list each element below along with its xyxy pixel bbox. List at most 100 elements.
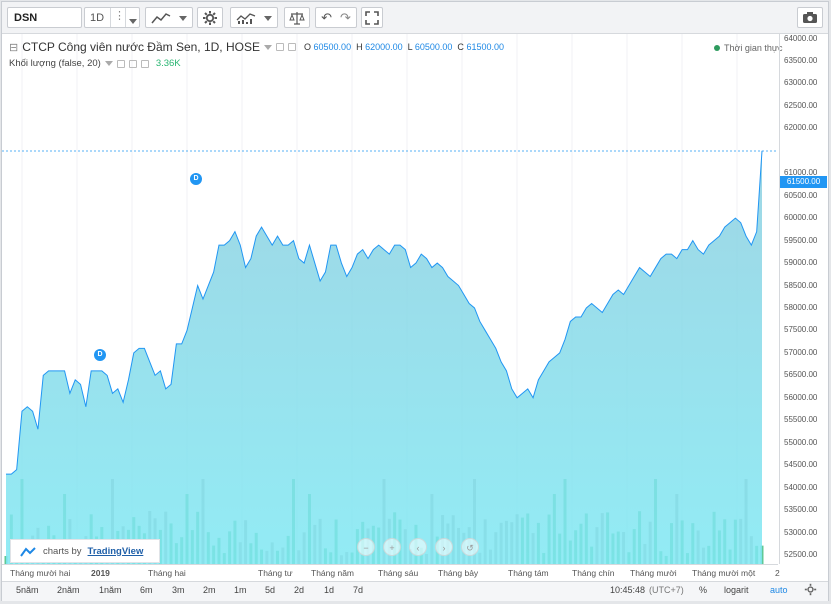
indicators-button[interactable] — [230, 7, 278, 28]
chart-style-button[interactable] — [145, 7, 193, 28]
price-scale[interactable]: 61500.00 64000.00 63500.00 63000.00 62500.0… — [779, 34, 829, 564]
price-line — [6, 150, 763, 475]
price-tick-label: 54500.00 — [784, 460, 818, 470]
volume-value: 3.36K — [155, 58, 181, 69]
interval-value: 1D — [90, 11, 105, 24]
range-button-5d[interactable]: 5d — [265, 585, 276, 595]
last-price-badge: 61500.00 — [780, 176, 827, 188]
collapse-icon[interactable]: ⊟ — [9, 41, 19, 54]
price-tick-label: 62500.00 — [784, 100, 818, 110]
top-toolbar: DSN 1D ⋮ ↶ ↷ — [2, 2, 828, 34]
price-tick-label: 63500.00 — [784, 55, 818, 65]
auto-toggle[interactable]: auto — [770, 585, 788, 595]
price-tick-label: 59000.00 — [784, 258, 818, 268]
price-tick-label: 63000.00 — [784, 78, 818, 88]
close-value: 61500.00 — [466, 42, 504, 52]
compare-button[interactable] — [284, 7, 310, 28]
ohlc-values: O 60500.00 H 62000.00 L 60500.00 C 61500… — [304, 42, 504, 52]
undo-icon[interactable]: ↶ — [321, 9, 332, 25]
indicators-icon — [236, 12, 256, 24]
price-tick-label: 57500.00 — [784, 325, 818, 335]
range-button-1d[interactable]: 1d — [324, 585, 335, 595]
eye-icon[interactable] — [276, 43, 284, 51]
price-tick-label: 59500.00 — [784, 235, 818, 245]
price-area-fill — [6, 150, 762, 564]
redo-icon[interactable]: ↷ — [340, 9, 351, 25]
volume-legend: Khối lượng (false, 20) 3.36K — [9, 58, 181, 69]
chevron-down-icon — [179, 12, 187, 24]
dividend-event-marker[interactable]: D — [94, 349, 106, 361]
price-tick-label: 60500.00 — [784, 190, 818, 200]
timezone-label[interactable]: (UTC+7) — [649, 585, 684, 595]
dividend-event-marker[interactable]: D — [190, 173, 202, 185]
interval-dropdown-caret-icon[interactable] — [129, 15, 137, 27]
gear-icon[interactable] — [804, 583, 817, 599]
time-tick-label: Tháng mười hai — [10, 568, 71, 578]
time-tick-label: Tháng năm — [311, 568, 354, 578]
chart-pane[interactable] — [2, 34, 778, 564]
settings-mini-icon[interactable] — [128, 59, 137, 68]
more-dots-icon[interactable]: ⋮ — [114, 10, 125, 22]
scroll-left-icon[interactable]: ‹ — [409, 538, 427, 556]
range-button-5năm[interactable]: 5năm — [16, 585, 39, 595]
clock-time: 10:45:48 — [610, 585, 646, 595]
zoom-in-icon[interactable]: + — [383, 538, 401, 556]
realtime-label: Thời gian thực — [724, 43, 783, 53]
zoom-out-icon[interactable]: − — [357, 538, 375, 556]
snapshot-button[interactable] — [797, 7, 823, 28]
eye-icon[interactable] — [116, 59, 125, 68]
range-button-7d[interactable]: 7d — [353, 585, 364, 595]
realtime-indicator: Thời gian thực — [714, 43, 782, 53]
time-scale[interactable]: Tháng mười hai 2019 Tháng hai Tháng tư Tháng… — [2, 564, 780, 581]
range-button-3m[interactable]: 3m — [172, 585, 185, 595]
price-tick-label: 53500.00 — [784, 505, 818, 515]
price-tick-label: 55000.00 — [784, 437, 818, 447]
range-button-6m[interactable]: 6m — [140, 585, 153, 595]
time-tick-label: Tháng mười — [630, 568, 677, 578]
percent-toggle[interactable]: % — [699, 585, 708, 595]
high-value: 62000.00 — [365, 42, 403, 52]
price-tick-label: 52500.00 — [784, 550, 818, 560]
gear-icon — [203, 10, 217, 25]
range-button-2d[interactable]: 2d — [294, 585, 305, 595]
price-tick-label: 58000.00 — [784, 302, 818, 312]
scales-icon — [289, 11, 305, 25]
time-tick-label: Tháng bảy — [438, 568, 479, 578]
price-tick-label: 62000.00 — [784, 123, 818, 133]
open-value: 60500.00 — [313, 42, 352, 52]
range-button-1năm[interactable]: 1năm — [99, 585, 122, 595]
symbol-search-input[interactable]: DSN — [7, 7, 82, 28]
close-icon[interactable] — [140, 59, 149, 68]
time-tick-label: Tháng chín — [572, 568, 615, 578]
fullscreen-icon — [365, 10, 379, 25]
price-tick-label: 57000.00 — [784, 347, 818, 357]
price-tick-label: 64000.00 — [784, 33, 818, 43]
watermark-prefix: charts by — [43, 545, 82, 557]
chevron-down-icon[interactable] — [104, 61, 113, 66]
chevron-down-icon[interactable] — [264, 44, 272, 50]
time-tick-label: Tháng mười một — [692, 568, 756, 578]
time-tick-label: 2 — [775, 568, 780, 578]
series-legend: ⊟ CTCP Công viên nước Đầm Sen, 1D, HOSE … — [9, 40, 504, 54]
price-tick-label: 58500.00 — [784, 280, 818, 290]
time-tick-label: 2019 — [91, 568, 110, 578]
range-button-2năm[interactable]: 2năm — [57, 585, 80, 595]
time-tick-label: Tháng tám — [508, 568, 549, 578]
range-button-2m[interactable]: 2m — [203, 585, 216, 595]
time-tick-label: Tháng hai — [148, 568, 186, 578]
range-button-1m[interactable]: 1m — [234, 585, 247, 595]
fullscreen-button[interactable] — [361, 7, 383, 28]
reset-view-icon[interactable]: ↺ — [461, 538, 479, 556]
settings-button[interactable] — [197, 7, 223, 28]
interval-selector[interactable]: 1D ⋮ — [84, 7, 140, 28]
price-tick-label: 56000.00 — [784, 392, 818, 402]
tradingview-link[interactable]: TradingView — [87, 545, 144, 557]
price-tick-label: 53000.00 — [784, 527, 818, 537]
log-toggle[interactable]: logarit — [724, 585, 749, 595]
price-tick-label: 56500.00 — [784, 370, 818, 380]
tradingview-watermark[interactable]: charts by TradingView — [10, 539, 160, 563]
scroll-right-icon[interactable]: › — [435, 538, 453, 556]
settings-mini-icon[interactable] — [288, 43, 296, 51]
cloud-logo-icon — [20, 546, 36, 557]
price-tick-label: 61000.00 — [784, 168, 818, 178]
